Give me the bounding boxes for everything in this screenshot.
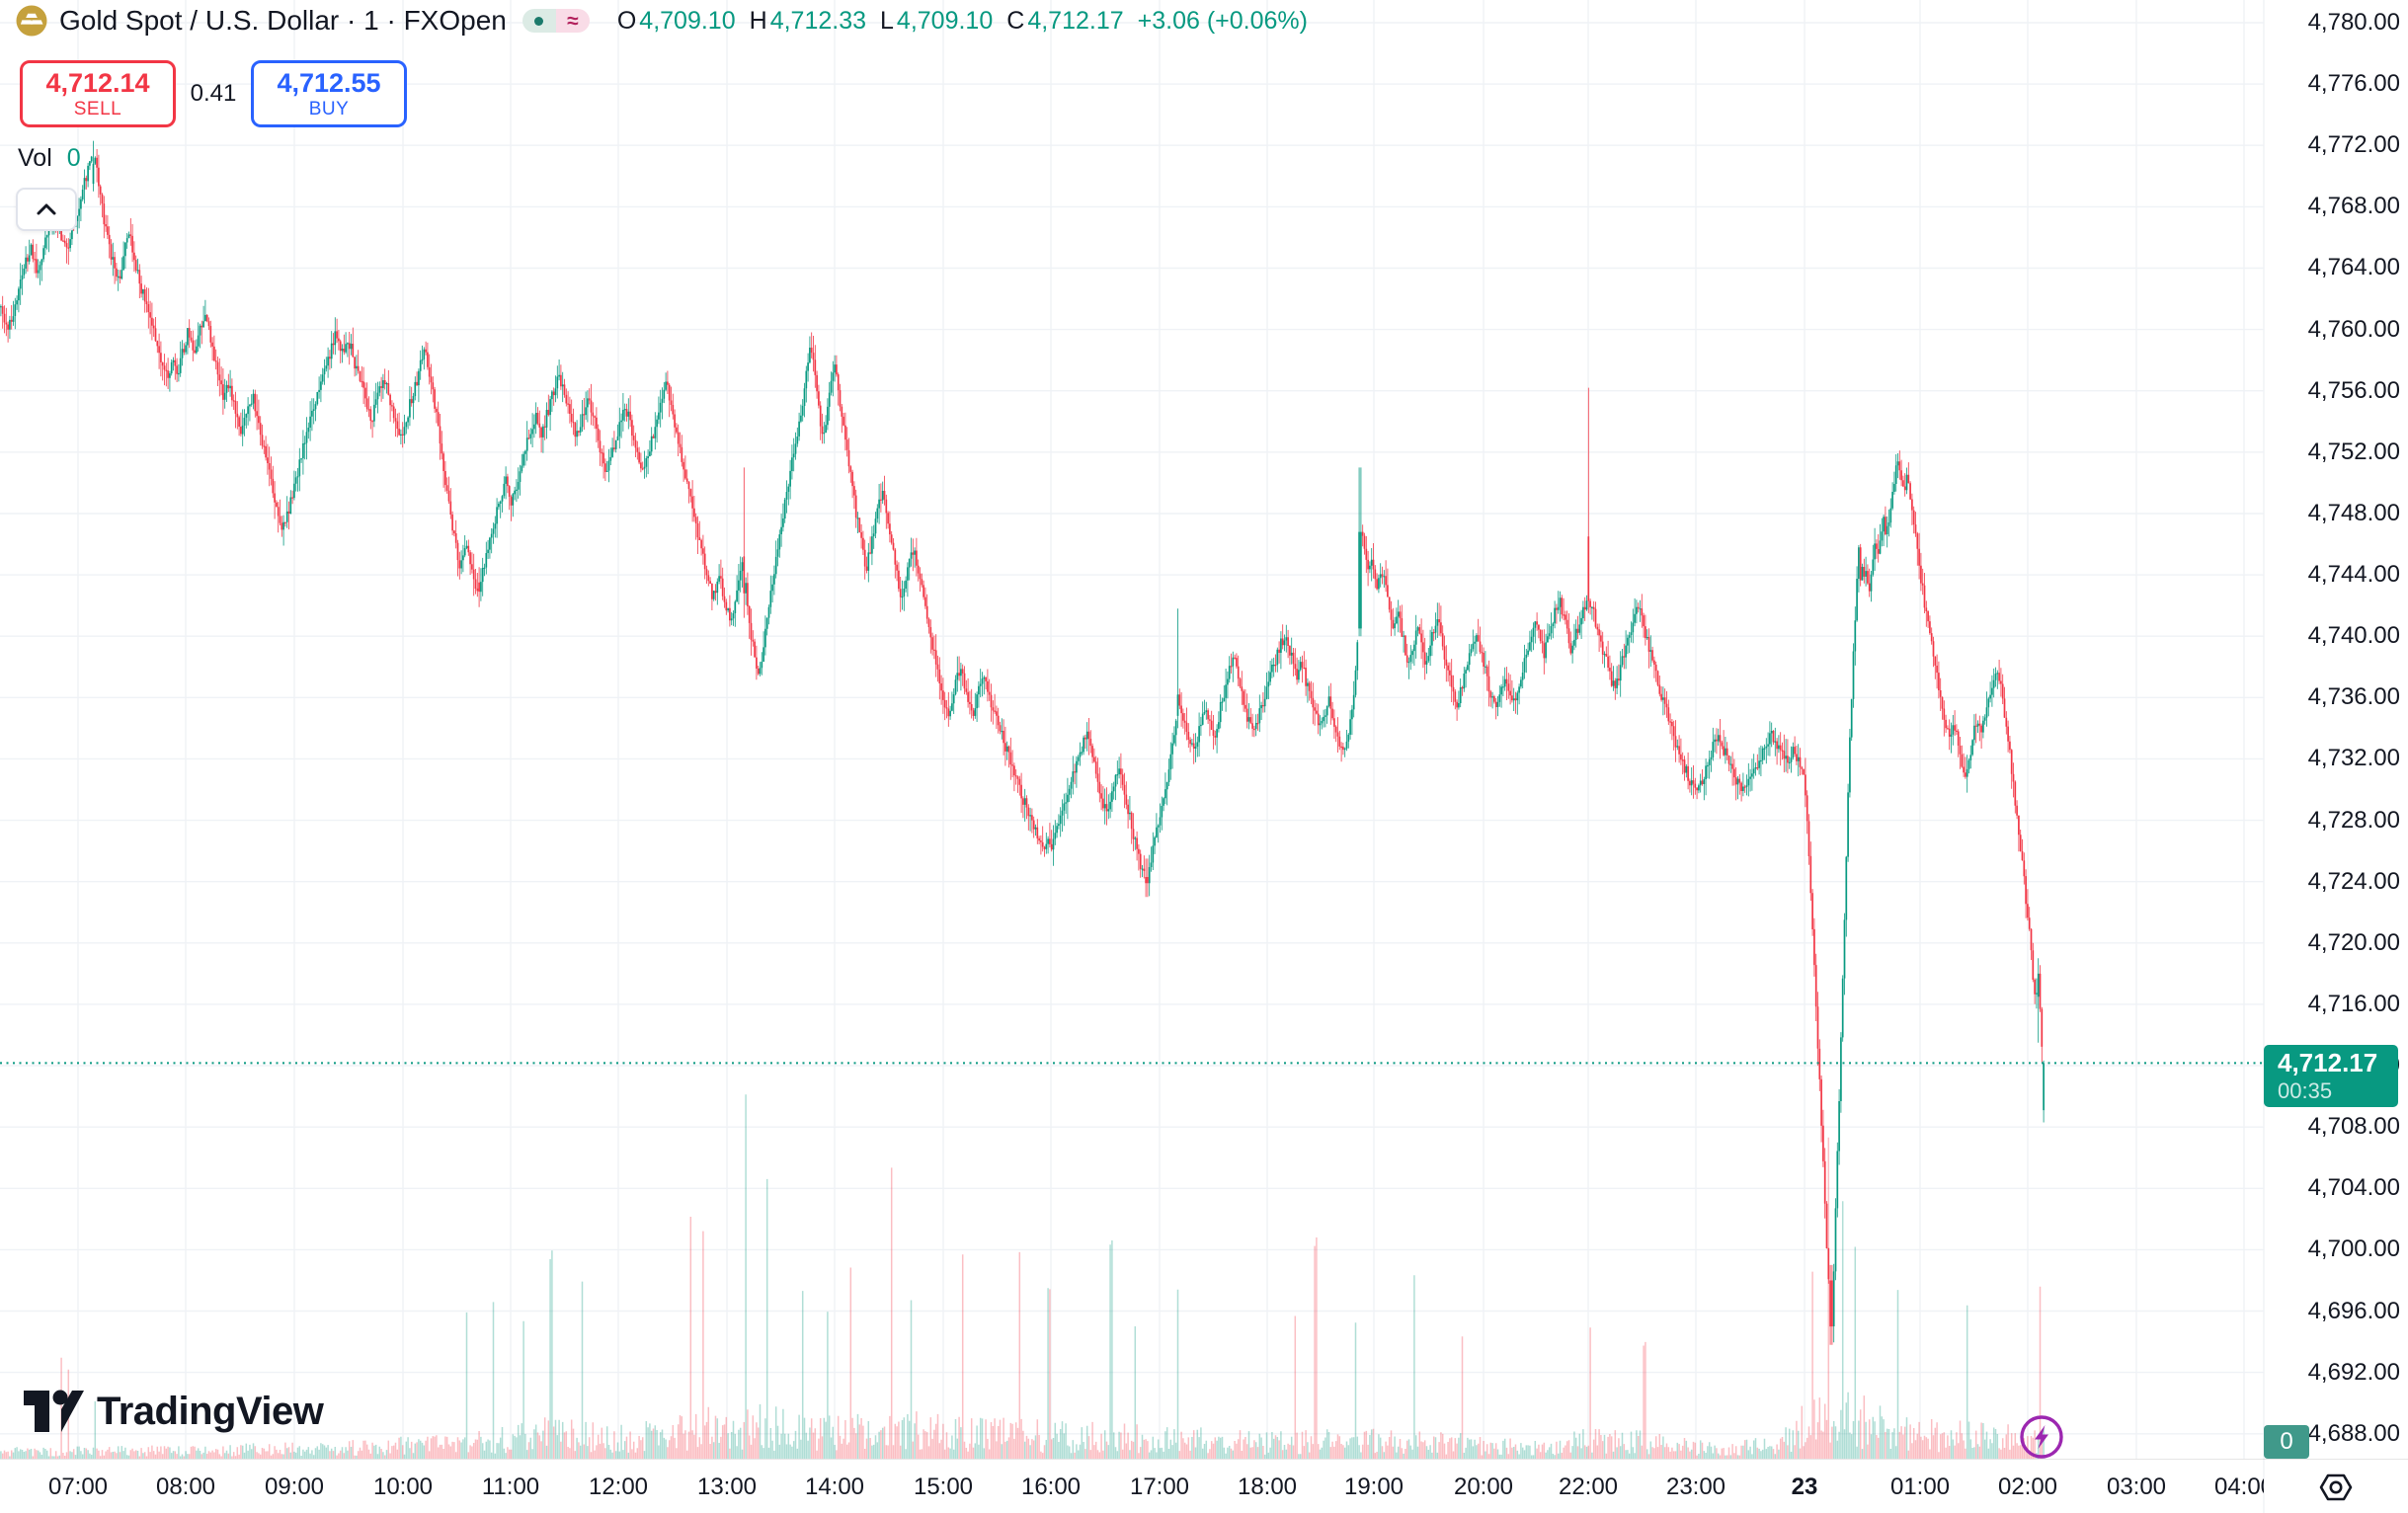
price-tick-label: 4,708.00 bbox=[2307, 1113, 2400, 1141]
volume-value: 0 bbox=[66, 144, 81, 172]
chevron-up-icon bbox=[37, 203, 56, 215]
time-tick-label: 09:00 bbox=[264, 1473, 325, 1500]
time-tick-label: 12:00 bbox=[588, 1473, 649, 1500]
buy-button[interactable]: 4,712.55 BUY bbox=[251, 60, 407, 127]
price-tick-label: 4,744.00 bbox=[2307, 561, 2400, 589]
high-value: 4,712.33 bbox=[769, 6, 867, 35]
time-tick-label: 13:00 bbox=[696, 1473, 758, 1500]
time-tick-label: 14:00 bbox=[804, 1473, 865, 1500]
price-tick-label: 4,700.00 bbox=[2307, 1235, 2400, 1263]
price-tick-label: 4,728.00 bbox=[2307, 806, 2400, 834]
time-tick-label: 03:00 bbox=[2106, 1473, 2167, 1500]
time-tick-label: 01:00 bbox=[1889, 1473, 1951, 1500]
high-label: H bbox=[749, 6, 767, 35]
scale-settings-icon bbox=[2319, 1473, 2353, 1500]
time-tick-label: 16:00 bbox=[1020, 1473, 1082, 1500]
price-tick-label: 4,776.00 bbox=[2307, 70, 2400, 98]
close-label: C bbox=[1006, 6, 1025, 35]
low-value: 4,709.10 bbox=[896, 6, 994, 35]
ohlc-readout: O 4,709.10 H 4,712.33 L 4,709.10 C 4,712.17 … bbox=[617, 7, 1308, 36]
time-tick-label: 23 bbox=[1791, 1473, 1818, 1500]
volume-axis-badge: 0 bbox=[2264, 1425, 2309, 1459]
time-tick-label: 07:00 bbox=[47, 1473, 109, 1500]
current-price-value: 4,712.17 bbox=[2278, 1047, 2378, 1077]
time-tick-label: 11:00 bbox=[481, 1473, 540, 1500]
delayed-data-icon: ≈ bbox=[555, 9, 590, 33]
time-tick-label: 15:00 bbox=[913, 1473, 974, 1500]
spread-value: 0.41 bbox=[190, 80, 237, 107]
lightning-bolt-icon bbox=[2020, 1415, 2063, 1459]
price-tick-label: 4,736.00 bbox=[2307, 683, 2400, 711]
price-tick-label: 4,756.00 bbox=[2307, 376, 2400, 404]
market-open-dot-icon bbox=[522, 9, 556, 33]
time-tick-label: 20:00 bbox=[1453, 1473, 1514, 1500]
price-tick-label: 4,688.00 bbox=[2307, 1419, 2400, 1447]
price-tick-label: 4,716.00 bbox=[2307, 990, 2400, 1017]
change-value: +3.06 (+0.06%) bbox=[1137, 6, 1308, 35]
price-tick-label: 4,724.00 bbox=[2307, 867, 2400, 895]
gold-symbol-icon bbox=[16, 5, 47, 37]
tradingview-logo[interactable]: TradingView bbox=[22, 1387, 324, 1436]
price-tick-label: 4,752.00 bbox=[2307, 438, 2400, 465]
price-axis[interactable]: 4,780.00 4,776.00 4,772.00 4,768.00 4,764.00… bbox=[2264, 0, 2408, 1459]
buy-label: BUY bbox=[308, 98, 350, 119]
time-axis[interactable]: 07:00 08:00 09:00 10:00 11:00 12:00 13:00 14:00… bbox=[0, 1459, 2264, 1513]
volume-study-legend: Vol 0 bbox=[18, 144, 81, 173]
sell-label: SELL bbox=[73, 98, 122, 119]
price-tick-label: 4,692.00 bbox=[2307, 1358, 2400, 1386]
time-tick-label: 02:00 bbox=[1997, 1473, 2058, 1500]
chart-legend: Gold Spot / U.S. Dollar · 1 · FXOpen ≈ O… bbox=[16, 2, 1308, 40]
time-tick-label: 04:00 bbox=[2213, 1473, 2264, 1500]
price-tick-label: 4,732.00 bbox=[2307, 745, 2400, 772]
time-tick-label: 08:00 bbox=[155, 1473, 216, 1500]
price-tick-label: 4,704.00 bbox=[2307, 1174, 2400, 1202]
sell-price: 4,712.14 bbox=[45, 67, 150, 98]
open-label: O bbox=[616, 6, 637, 35]
price-tick-label: 4,772.00 bbox=[2307, 131, 2400, 159]
time-tick-label: 17:00 bbox=[1129, 1473, 1190, 1500]
quick-trade-button[interactable] bbox=[2019, 1414, 2064, 1460]
price-tick-label: 4,760.00 bbox=[2307, 315, 2400, 343]
price-tick-label: 4,696.00 bbox=[2307, 1297, 2400, 1324]
trade-panel: 4,712.14 SELL 0.41 4,712.55 BUY bbox=[20, 60, 407, 127]
axis-settings-corner[interactable] bbox=[2264, 1459, 2408, 1513]
price-tick-label: 4,740.00 bbox=[2307, 622, 2400, 650]
current-price-label: 4,712.17 00:35 bbox=[2264, 1045, 2398, 1107]
market-status-badge[interactable]: ≈ bbox=[522, 9, 590, 33]
symbol-title[interactable]: Gold Spot / U.S. Dollar · 1 · FXOpen bbox=[59, 5, 507, 36]
price-tick-label: 4,720.00 bbox=[2307, 928, 2400, 956]
price-tick-label: 4,748.00 bbox=[2307, 499, 2400, 526]
open-value: 4,709.10 bbox=[639, 6, 736, 35]
volume-label: Vol bbox=[18, 144, 52, 172]
bar-countdown: 00:35 bbox=[2278, 1077, 2333, 1103]
price-tick-label: 4,764.00 bbox=[2307, 254, 2400, 281]
low-label: L bbox=[880, 6, 894, 35]
close-value: 4,712.17 bbox=[1027, 6, 1124, 35]
time-tick-label: 18:00 bbox=[1237, 1473, 1298, 1500]
price-tick-label: 4,780.00 bbox=[2307, 9, 2400, 36]
buy-price: 4,712.55 bbox=[277, 67, 381, 98]
time-tick-label: 22:00 bbox=[1558, 1473, 1619, 1500]
price-tick-label: 4,768.00 bbox=[2307, 193, 2400, 220]
tradingview-logo-text: TradingView bbox=[97, 1389, 324, 1433]
time-tick-label: 10:00 bbox=[372, 1473, 434, 1500]
tradingview-mark-icon bbox=[24, 1390, 84, 1432]
time-tick-label: 19:00 bbox=[1343, 1473, 1405, 1500]
collapse-legend-button[interactable] bbox=[16, 188, 77, 231]
sell-button[interactable]: 4,712.14 SELL bbox=[20, 60, 176, 127]
time-tick-label: 23:00 bbox=[1665, 1473, 1726, 1500]
